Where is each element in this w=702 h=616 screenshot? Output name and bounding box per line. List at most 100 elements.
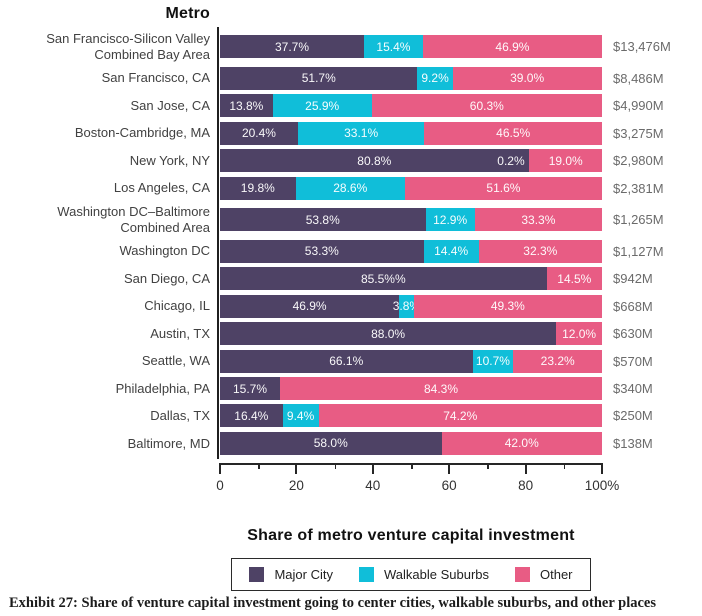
stacked-bar: 53.8% 12.9% 33.3%: [220, 208, 602, 232]
bar-row: San Francisco, CA 51.7% 9.2% 39.0% $8,486M: [0, 66, 702, 90]
stacked-bar: 46.9% 3.8% 49.3%: [220, 294, 602, 318]
legend-item-major-city: Major City: [249, 567, 333, 582]
bar-segment-walkable-suburbs: [272, 94, 372, 118]
segment-value-label: 33.3%: [521, 212, 556, 227]
stacked-bar: 53.3% 14.4% 32.3%: [220, 239, 602, 263]
segment-value-label: 46.9%: [495, 39, 530, 54]
segment-value-label: 12.0%: [562, 326, 597, 341]
segment-value-label: 49.3%: [490, 299, 525, 314]
total-investment-label: $250M: [613, 408, 653, 424]
legend-label: Other: [540, 567, 573, 582]
bar-segment-major-city: [220, 121, 298, 145]
bar-segment-walkable-suburbs: [399, 294, 414, 318]
metro-label: San Jose, CA: [130, 97, 211, 113]
bar-segment-major-city: [220, 294, 400, 318]
segment-value-label: 14.5%: [557, 271, 592, 286]
segment-value-label: 3.8%: [392, 299, 421, 314]
legend-swatch-icon: [358, 567, 374, 582]
x-tick-major: [601, 463, 603, 474]
segment-value-label: 53.3%: [304, 244, 339, 259]
bar-segment-major-city: [220, 239, 424, 263]
segment-value-label: 53.8%: [305, 212, 340, 227]
metro-label: Los Angeles, CA: [113, 180, 210, 196]
segment-value-label: 19.0%: [548, 153, 583, 168]
bar-row: Austin, TX 88.0% 12.0% $630M: [0, 322, 702, 346]
bar-segment-other: [556, 322, 602, 346]
segment-value-label: 23.2%: [540, 354, 575, 369]
segment-value-label: 46.5%: [496, 126, 531, 141]
legend-swatch-icon: [515, 567, 530, 582]
stacked-bar: 15.7% 84.3%: [220, 377, 602, 400]
total-investment-label: $942M: [613, 271, 653, 287]
total-investment-label: $2,381M: [613, 180, 664, 196]
stacked-bar: 16.4% 9.4% 74.2%: [220, 404, 602, 428]
metro-label: San Francisco-Silicon Valley Combined Ba…: [46, 31, 210, 62]
total-investment-label: $570M: [613, 353, 653, 369]
stacked-bar: 66.1% 10.7% 23.2%: [220, 349, 602, 373]
segment-value-label: 74.2%: [443, 408, 478, 423]
bar-segment-other: [478, 239, 602, 263]
bar-segment-other: [371, 94, 602, 118]
stacked-bar: 19.8% 28.6% 51.6%: [220, 176, 602, 200]
x-tick-label: 60: [441, 478, 457, 493]
legend: Major City Walkable Suburbs Other: [231, 558, 591, 591]
x-axis-label-wrap: Share of metro venture capital investmen…: [220, 527, 602, 545]
bar-segment-major-city: [220, 176, 296, 200]
x-tick-label: 0: [216, 478, 224, 493]
bar-segment-other: [474, 208, 602, 232]
segment-value-label: 15.7%: [232, 381, 267, 396]
bar-segment-other: [546, 267, 602, 291]
chart-title: Metro: [165, 5, 210, 22]
stacked-bar: 37.7% 15.4% 46.9%: [220, 35, 602, 59]
metro-label: Chicago, IL: [144, 298, 210, 314]
bar-row: New York, NY 80.8% 0.2% 19.0% $2,980M: [0, 149, 702, 173]
x-tick-major: [371, 463, 374, 474]
x-tick-label: 20: [288, 478, 304, 493]
metro-label: Washington DC: [119, 243, 210, 259]
bar-segment-walkable-suburbs: [282, 404, 319, 428]
bar-row: San Jose, CA 13.8% 25.9% 60.3% $4,990M: [0, 94, 702, 118]
y-axis-line: [217, 27, 219, 459]
bar-segment-walkable-suburbs: [528, 149, 530, 173]
segment-value-label: 33.1%: [344, 126, 379, 141]
stacked-bar: 80.8% 0.2% 19.0%: [220, 149, 602, 173]
bar-segment-major-city: [220, 431, 442, 455]
bar-row: Dallas, TX 16.4% 9.4% 74.2% $250M: [0, 404, 702, 428]
bar-segment-walkable-suburbs: [297, 121, 425, 145]
total-investment-label: $668M: [613, 298, 653, 314]
segment-value-label: 12.9%: [433, 212, 468, 227]
bar-segment-walkable-suburbs: [423, 239, 479, 263]
total-investment-label: $1,127M: [613, 243, 664, 259]
bar-segment-other: [529, 149, 602, 173]
metro-label: Boston-Cambridge, MA: [74, 125, 210, 141]
metro-label: Philadelphia, PA: [115, 380, 210, 396]
x-axis-label: Share of metro venture capital investmen…: [247, 527, 575, 544]
x-tick-minor: [258, 463, 260, 469]
segment-value-label: 85.5%%: [360, 271, 406, 286]
legend-label: Major City: [274, 567, 333, 582]
legend-item-walkable-suburbs: Walkable Suburbs: [358, 567, 489, 582]
metro-label: San Francisco, CA: [101, 70, 210, 86]
x-tick-major: [448, 463, 451, 474]
bar-segment-other: [513, 349, 602, 373]
bar-segment-walkable-suburbs: [425, 208, 475, 232]
x-tick-label: 100%: [584, 478, 620, 493]
total-investment-label: $4,990M: [613, 98, 664, 114]
x-tick-minor: [411, 463, 413, 469]
bar-segment-walkable-suburbs: [472, 349, 514, 373]
segment-value-label: 20.4%: [241, 126, 276, 141]
segment-value-label: 13.8%: [229, 98, 264, 113]
segment-value-label: 14.4%: [434, 244, 469, 259]
bar-segment-major-city: [220, 349, 473, 373]
x-tick-major: [219, 463, 221, 474]
figure-caption: Exhibit 27: Share of venture capital inv…: [9, 595, 657, 611]
bar-segment-other: [279, 377, 602, 400]
bar-segment-walkable-suburbs: [295, 176, 405, 200]
segment-value-label: 58.0%: [313, 436, 348, 451]
segment-value-label: 51.6%: [486, 181, 521, 196]
bar-segment-walkable-suburbs: [417, 66, 453, 90]
bar-segment-major-city: [220, 66, 418, 90]
x-tick-minor: [334, 463, 337, 469]
x-axis: 0 20 40 60 80 100%: [216, 463, 619, 499]
segment-value-label: 16.4%: [234, 408, 269, 423]
